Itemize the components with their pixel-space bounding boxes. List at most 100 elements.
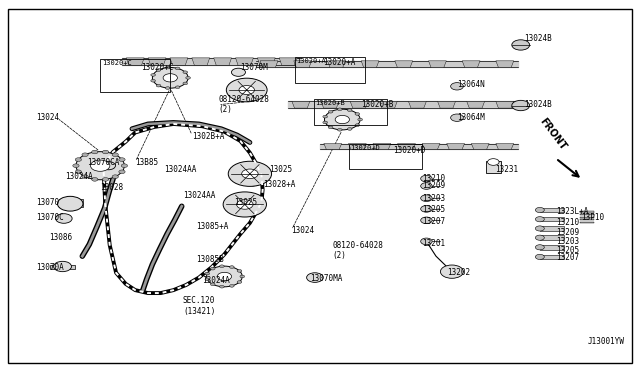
Polygon shape bbox=[408, 102, 426, 108]
Bar bbox=[540, 245, 564, 250]
Circle shape bbox=[151, 74, 156, 76]
Text: 13202: 13202 bbox=[447, 268, 470, 277]
Circle shape bbox=[186, 77, 191, 79]
Polygon shape bbox=[467, 102, 484, 108]
Circle shape bbox=[152, 67, 188, 88]
Text: 13064M: 13064M bbox=[457, 113, 484, 122]
Polygon shape bbox=[496, 144, 514, 150]
Circle shape bbox=[73, 164, 79, 167]
Polygon shape bbox=[148, 58, 166, 65]
Circle shape bbox=[211, 283, 215, 286]
Circle shape bbox=[451, 114, 463, 121]
Circle shape bbox=[156, 69, 161, 71]
Polygon shape bbox=[260, 61, 278, 67]
Polygon shape bbox=[471, 144, 489, 150]
Circle shape bbox=[230, 266, 234, 269]
Circle shape bbox=[223, 192, 266, 217]
Circle shape bbox=[237, 281, 242, 283]
Polygon shape bbox=[447, 144, 465, 150]
Text: 13020+D: 13020+D bbox=[351, 145, 380, 151]
Text: 13028+A: 13028+A bbox=[262, 180, 295, 189]
Polygon shape bbox=[395, 61, 413, 67]
Polygon shape bbox=[462, 61, 480, 67]
Circle shape bbox=[227, 78, 267, 102]
Text: 13209: 13209 bbox=[422, 182, 445, 190]
Circle shape bbox=[307, 273, 323, 282]
Text: 13085+A: 13085+A bbox=[196, 222, 228, 231]
Circle shape bbox=[102, 150, 109, 154]
Circle shape bbox=[240, 275, 244, 278]
Circle shape bbox=[420, 195, 432, 202]
Circle shape bbox=[323, 121, 328, 124]
Circle shape bbox=[75, 158, 81, 161]
Circle shape bbox=[165, 87, 170, 89]
Circle shape bbox=[358, 118, 362, 121]
Text: 13B85: 13B85 bbox=[135, 157, 158, 167]
Circle shape bbox=[536, 245, 544, 250]
Text: 13P10: 13P10 bbox=[581, 213, 604, 222]
Polygon shape bbox=[361, 61, 379, 67]
Polygon shape bbox=[496, 61, 514, 67]
Text: 13070: 13070 bbox=[36, 198, 60, 207]
Bar bbox=[314, 99, 387, 125]
Polygon shape bbox=[192, 58, 210, 65]
Text: 13070A: 13070A bbox=[36, 263, 64, 272]
Circle shape bbox=[536, 235, 544, 240]
Circle shape bbox=[348, 109, 352, 112]
Text: 13024B: 13024B bbox=[524, 100, 552, 109]
Circle shape bbox=[420, 175, 432, 182]
Text: 13020+C: 13020+C bbox=[141, 63, 174, 72]
Text: 13070M: 13070M bbox=[241, 63, 268, 72]
Polygon shape bbox=[496, 102, 514, 108]
Text: 13070C: 13070C bbox=[36, 213, 64, 222]
Text: 13207: 13207 bbox=[422, 217, 445, 225]
Text: 1302B+A: 1302B+A bbox=[193, 132, 225, 141]
Text: 13201: 13201 bbox=[422, 239, 445, 248]
Text: 13024A: 13024A bbox=[65, 172, 93, 181]
Circle shape bbox=[207, 266, 243, 287]
Circle shape bbox=[163, 74, 177, 82]
Text: 13020+A: 13020+A bbox=[323, 58, 356, 67]
Polygon shape bbox=[294, 61, 312, 67]
Circle shape bbox=[337, 128, 342, 131]
Text: 13020+B: 13020+B bbox=[362, 100, 394, 109]
Text: 13210: 13210 bbox=[422, 174, 445, 183]
Text: J13001YW: J13001YW bbox=[588, 337, 625, 346]
Text: 13064N: 13064N bbox=[457, 80, 484, 89]
Circle shape bbox=[119, 170, 125, 174]
Polygon shape bbox=[348, 144, 366, 150]
Circle shape bbox=[54, 261, 72, 272]
Polygon shape bbox=[214, 58, 232, 65]
Circle shape bbox=[512, 100, 530, 111]
Bar bbox=[51, 264, 75, 269]
Text: 08120-64028
(2): 08120-64028 (2) bbox=[218, 95, 269, 115]
Text: 13210: 13210 bbox=[556, 218, 579, 227]
Text: 13085B: 13085B bbox=[196, 255, 223, 264]
Polygon shape bbox=[397, 144, 415, 150]
Text: 13203: 13203 bbox=[422, 195, 445, 203]
Text: 13024: 13024 bbox=[36, 113, 60, 122]
Text: 13070MA: 13070MA bbox=[310, 274, 343, 283]
Circle shape bbox=[183, 82, 188, 85]
Circle shape bbox=[228, 161, 271, 186]
Text: 13025: 13025 bbox=[234, 198, 257, 207]
Circle shape bbox=[165, 66, 170, 69]
Text: 13020+C: 13020+C bbox=[102, 60, 132, 66]
Text: 13025: 13025 bbox=[269, 165, 292, 174]
Polygon shape bbox=[170, 58, 188, 65]
Polygon shape bbox=[236, 58, 253, 65]
Bar bbox=[540, 208, 564, 212]
Circle shape bbox=[92, 150, 98, 154]
Text: 13070CA: 13070CA bbox=[88, 157, 120, 167]
Text: 08120-64028
(2): 08120-64028 (2) bbox=[333, 241, 383, 260]
Bar bbox=[540, 226, 564, 231]
Polygon shape bbox=[292, 102, 310, 108]
Text: 13028: 13028 bbox=[100, 183, 124, 192]
Circle shape bbox=[536, 254, 544, 260]
Circle shape bbox=[355, 113, 360, 115]
Polygon shape bbox=[422, 144, 440, 150]
Circle shape bbox=[348, 128, 352, 130]
Text: 13207: 13207 bbox=[556, 253, 579, 263]
Circle shape bbox=[242, 169, 258, 179]
Polygon shape bbox=[438, 102, 456, 108]
